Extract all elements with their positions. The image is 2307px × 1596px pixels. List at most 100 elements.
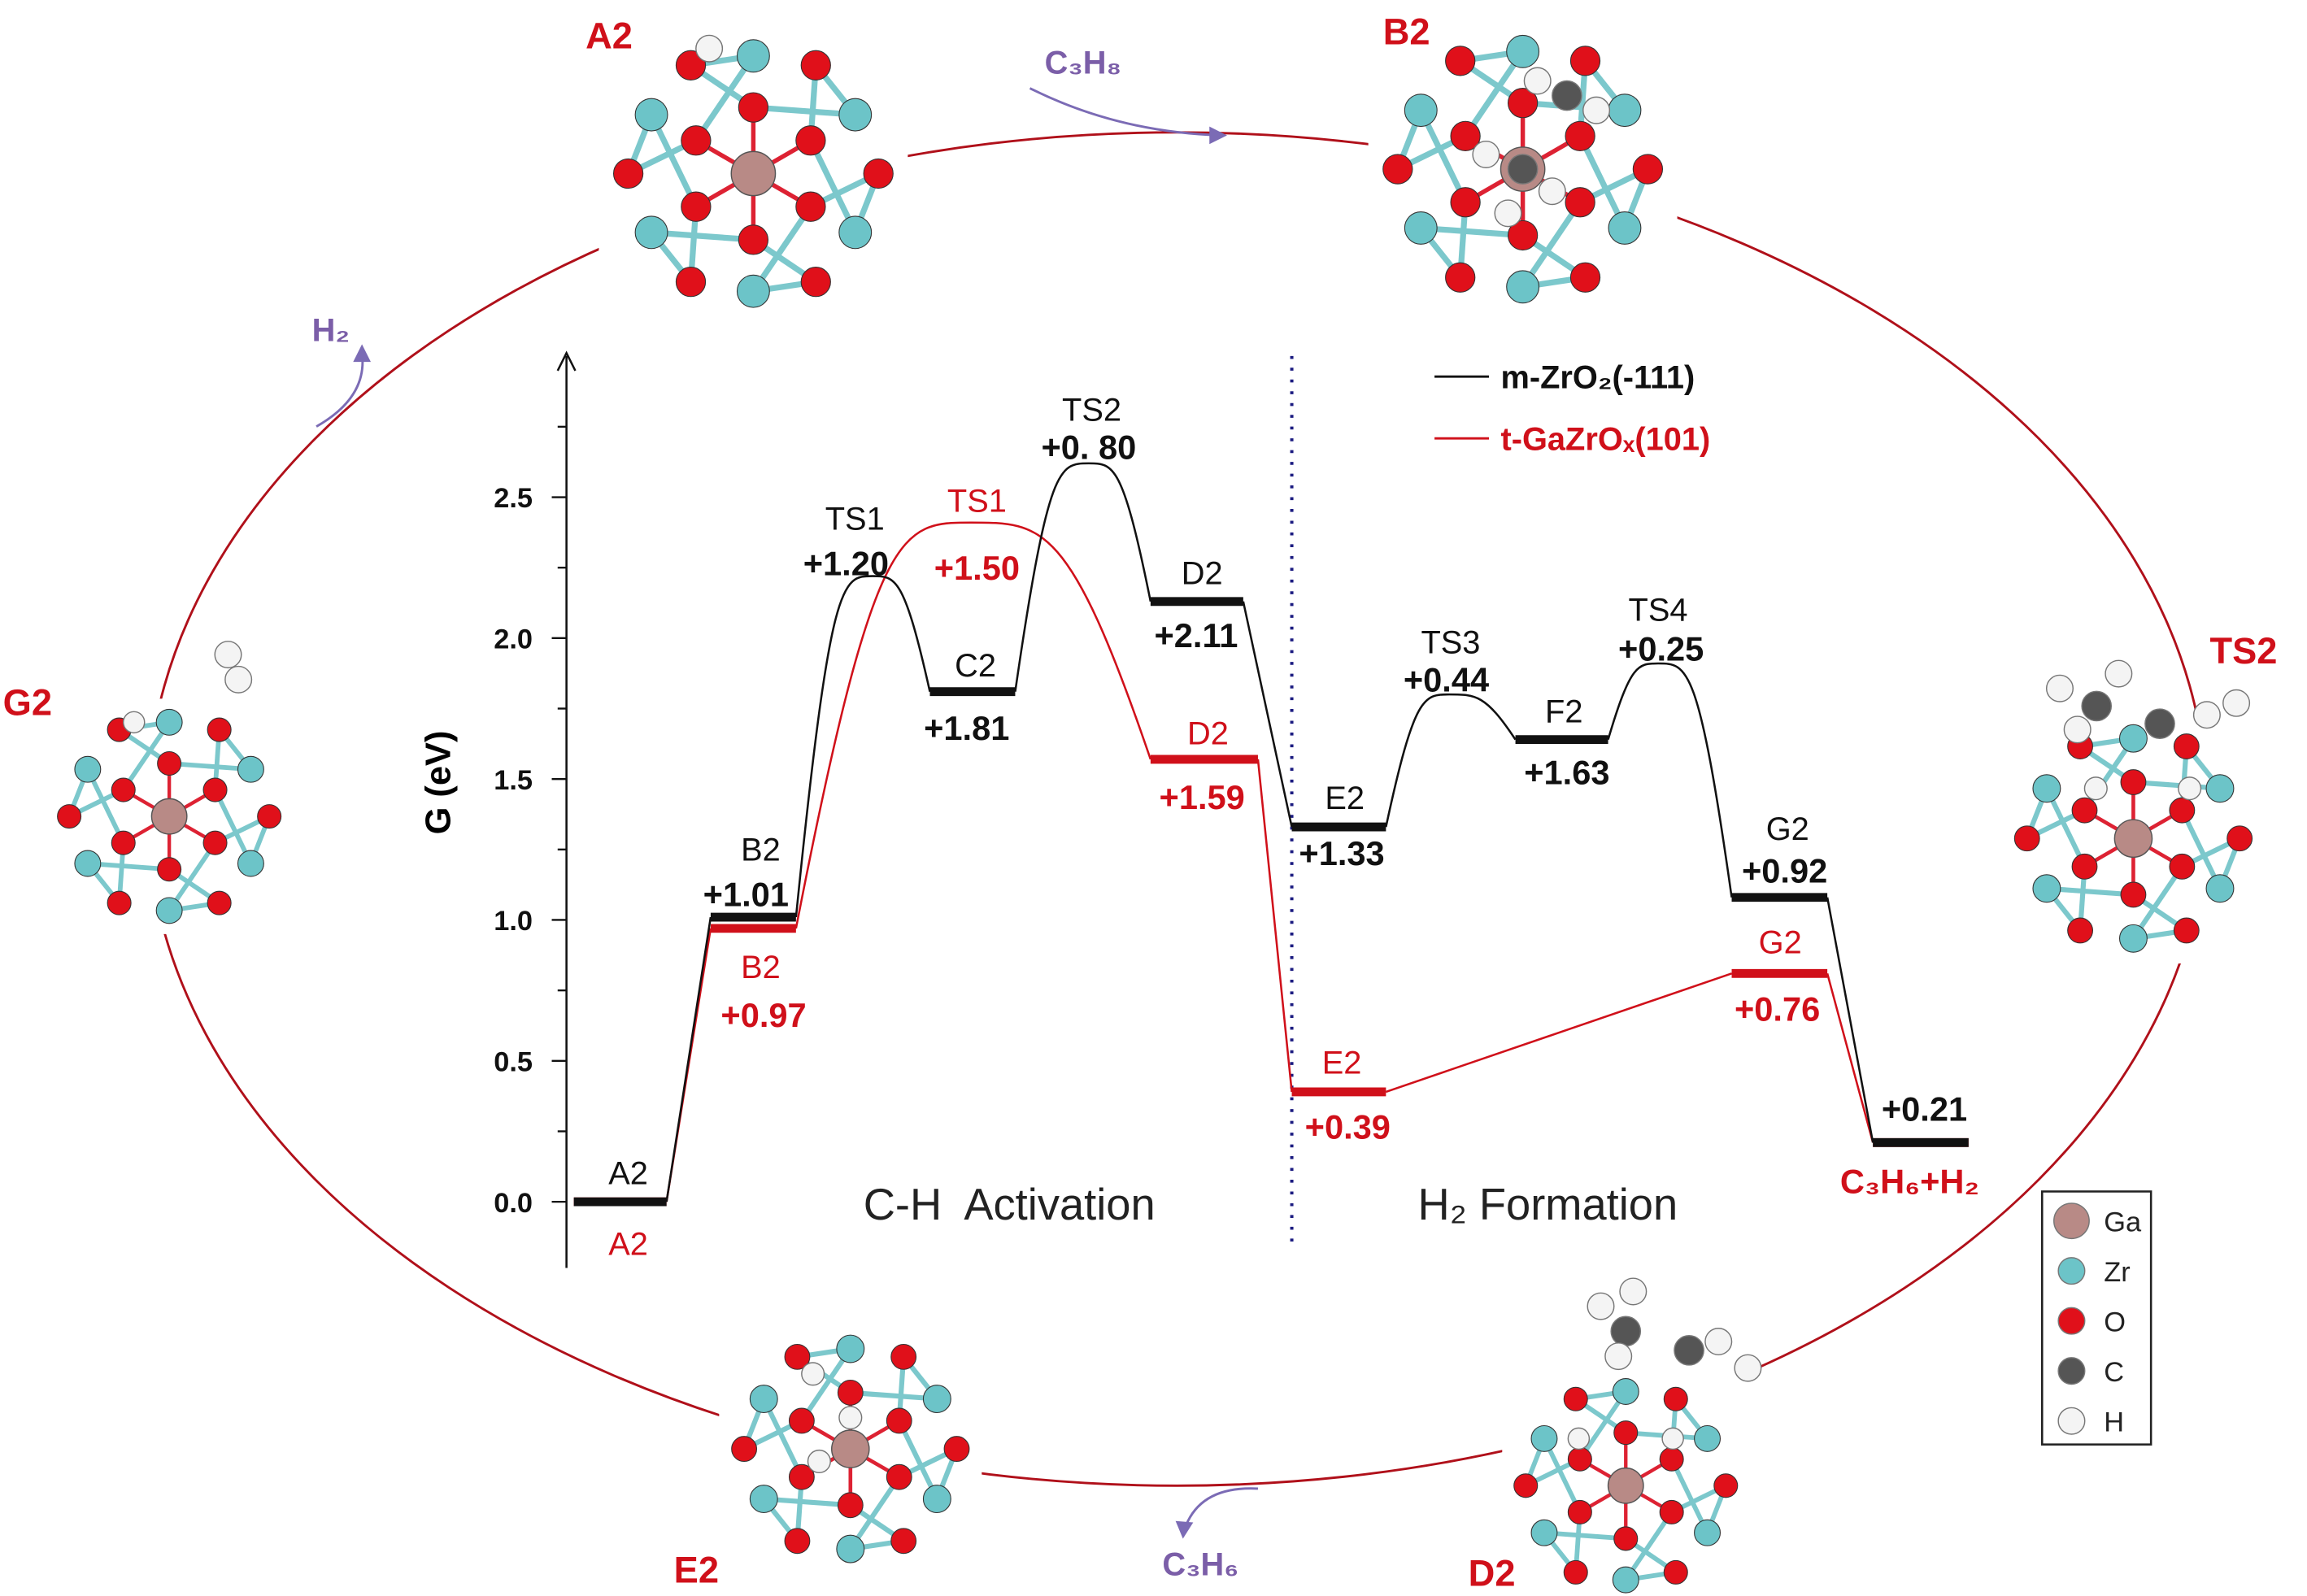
structure-label-e2: E2 — [674, 1550, 719, 1591]
transition-state-curve-ts1 — [794, 521, 1152, 929]
zirconium-atom-icon — [237, 850, 264, 877]
zirconium-atom-icon — [237, 755, 264, 783]
energy-value-label: +1.20 — [803, 544, 889, 582]
structure-label-g2: G2 — [3, 681, 52, 723]
bond — [693, 54, 756, 142]
zirconium-atom-icon — [1608, 93, 1642, 128]
hydrogen-atom-icon — [1567, 1427, 1591, 1450]
oxygen-atom-icon — [2173, 917, 2200, 944]
oxygen-atom-icon — [738, 92, 769, 123]
level-connector — [1826, 897, 1874, 1143]
oxygen-atom-icon — [1659, 1446, 1684, 1472]
propane-in-arrow — [1029, 87, 1227, 145]
hydrogen-atom-icon — [2192, 701, 2221, 729]
oxygen-atom-icon — [2067, 917, 2094, 944]
energy-value-label: +0. 80 — [1041, 428, 1136, 466]
oxygen-atom-icon — [2169, 797, 2196, 824]
bond — [850, 1389, 938, 1402]
oxygen-atom-icon — [681, 125, 712, 156]
bond — [167, 841, 217, 912]
oxygen-atom-icon — [943, 1436, 970, 1462]
oxygen-atom-icon — [837, 1492, 864, 1519]
zirconium-atom-icon — [736, 39, 770, 73]
energy-value-label: +1.50 — [934, 549, 1020, 587]
oxygen-atom-icon — [207, 717, 232, 742]
gallium-atom-icon — [1607, 1467, 1644, 1504]
y-axis: 0.0 0.5 1.0 1.5 2.0 2.5 — [494, 350, 577, 1268]
bond — [751, 205, 813, 294]
hydrogen-atom-icon — [2045, 674, 2074, 702]
zirconium-atom-icon — [836, 1334, 865, 1363]
bond — [168, 761, 251, 772]
bond — [1623, 1511, 1674, 1581]
section-label-ch-activation: C-H Activation — [864, 1180, 1156, 1229]
bond — [761, 1398, 804, 1479]
state-name-label: E2 — [1325, 781, 1365, 816]
oxygen-atom-icon — [1632, 154, 1664, 185]
bond — [799, 1347, 853, 1423]
oxygen-atom-icon — [675, 267, 707, 298]
transition-state-curve-ts3 — [1385, 693, 1517, 828]
level-connector — [1256, 759, 1293, 1093]
state-name-label: B2 — [741, 832, 781, 868]
hydrogen-atom-icon — [122, 711, 146, 734]
energy-value-label: +0.21 — [1882, 1090, 1967, 1129]
propene-label: C₃H₆ — [1162, 1547, 1238, 1583]
y-tick-label: 2.5 — [494, 483, 533, 514]
bond — [1543, 1530, 1626, 1542]
zirconium-atom-icon — [1404, 93, 1438, 128]
zirconium-atom-icon — [2032, 774, 2061, 803]
oxygen-atom-icon — [863, 158, 894, 189]
state-name-label: TS1 — [947, 484, 1007, 520]
hydrogen-atom-icon — [1704, 1327, 1733, 1356]
oxygen-atom-icon — [1513, 1473, 1539, 1498]
zirconium-atom-icon — [1608, 211, 1642, 245]
carbon-atom-icon — [2081, 690, 2113, 722]
zirconium-atom-icon — [1694, 1519, 1721, 1546]
state-name-label: TS4 — [1629, 592, 1688, 628]
y-axis-label: G (eV) — [420, 731, 459, 835]
bond — [85, 768, 126, 844]
oxygen-atom-icon — [1450, 187, 1481, 218]
state-name-label: D2 — [1182, 555, 1223, 591]
carbon-atom-icon — [1507, 154, 1539, 185]
energy-value-label: +0.25 — [1618, 629, 1704, 668]
atom-key-label: Ga — [2104, 1207, 2142, 1237]
y-tick-label: 0.0 — [494, 1188, 533, 1219]
y-tick-label: 0.5 — [494, 1046, 533, 1077]
bond — [764, 1496, 851, 1508]
zirconium-atom-icon — [74, 850, 102, 877]
carbon-atom-icon — [1610, 1316, 1642, 1347]
bond — [896, 1420, 940, 1500]
structure-label-b2: B2 — [1383, 11, 1430, 52]
zirconium-atom-icon — [2205, 774, 2235, 803]
state-name-label: D2 — [1187, 715, 1229, 751]
structure-g2 — [46, 698, 294, 934]
legend-label-t-gazrox: t-GaZrOₓ(101) — [1500, 422, 1710, 458]
hydrogen-atom-icon — [2178, 776, 2202, 801]
oxygen-atom-icon — [1659, 1499, 1684, 1524]
atom-key-label: Zr — [2104, 1257, 2130, 1288]
oxygen-atom-icon — [157, 857, 182, 882]
oxygen-atom-icon — [57, 804, 82, 829]
plot-area: A2 B2 TS1 C2 TS2 D2 E2 TS3 F2 TS4 G2 +1.01 +1.20 +1.8… — [573, 392, 1979, 1262]
structures — [46, 22, 2265, 1596]
oxygen-atom-icon — [202, 830, 228, 855]
bond — [2046, 885, 2134, 898]
propane-label: C₃H₈ — [1045, 45, 1122, 80]
carbon-atom-icon — [2144, 708, 2175, 739]
oxygen-atom-icon — [612, 158, 644, 189]
zirconium-atom-icon — [2118, 724, 2148, 753]
oxygen-atom-icon — [1450, 120, 1481, 151]
oxygen-atom-icon — [1569, 262, 1601, 293]
oxygen-atom-icon — [1565, 187, 1595, 218]
bond — [1669, 1458, 1710, 1534]
energy-value-label: +0.44 — [1404, 660, 1489, 698]
legend-label-m-zro2: m-ZrO₂(-111) — [1500, 360, 1695, 396]
zirconium-atom-icon — [836, 1534, 865, 1563]
zirconium-atom-icon — [1530, 1519, 1558, 1546]
bond — [2133, 779, 2221, 791]
bond — [2179, 809, 2222, 890]
zirconium-atom-icon — [736, 274, 770, 308]
oxygen-atom-icon — [111, 777, 136, 802]
